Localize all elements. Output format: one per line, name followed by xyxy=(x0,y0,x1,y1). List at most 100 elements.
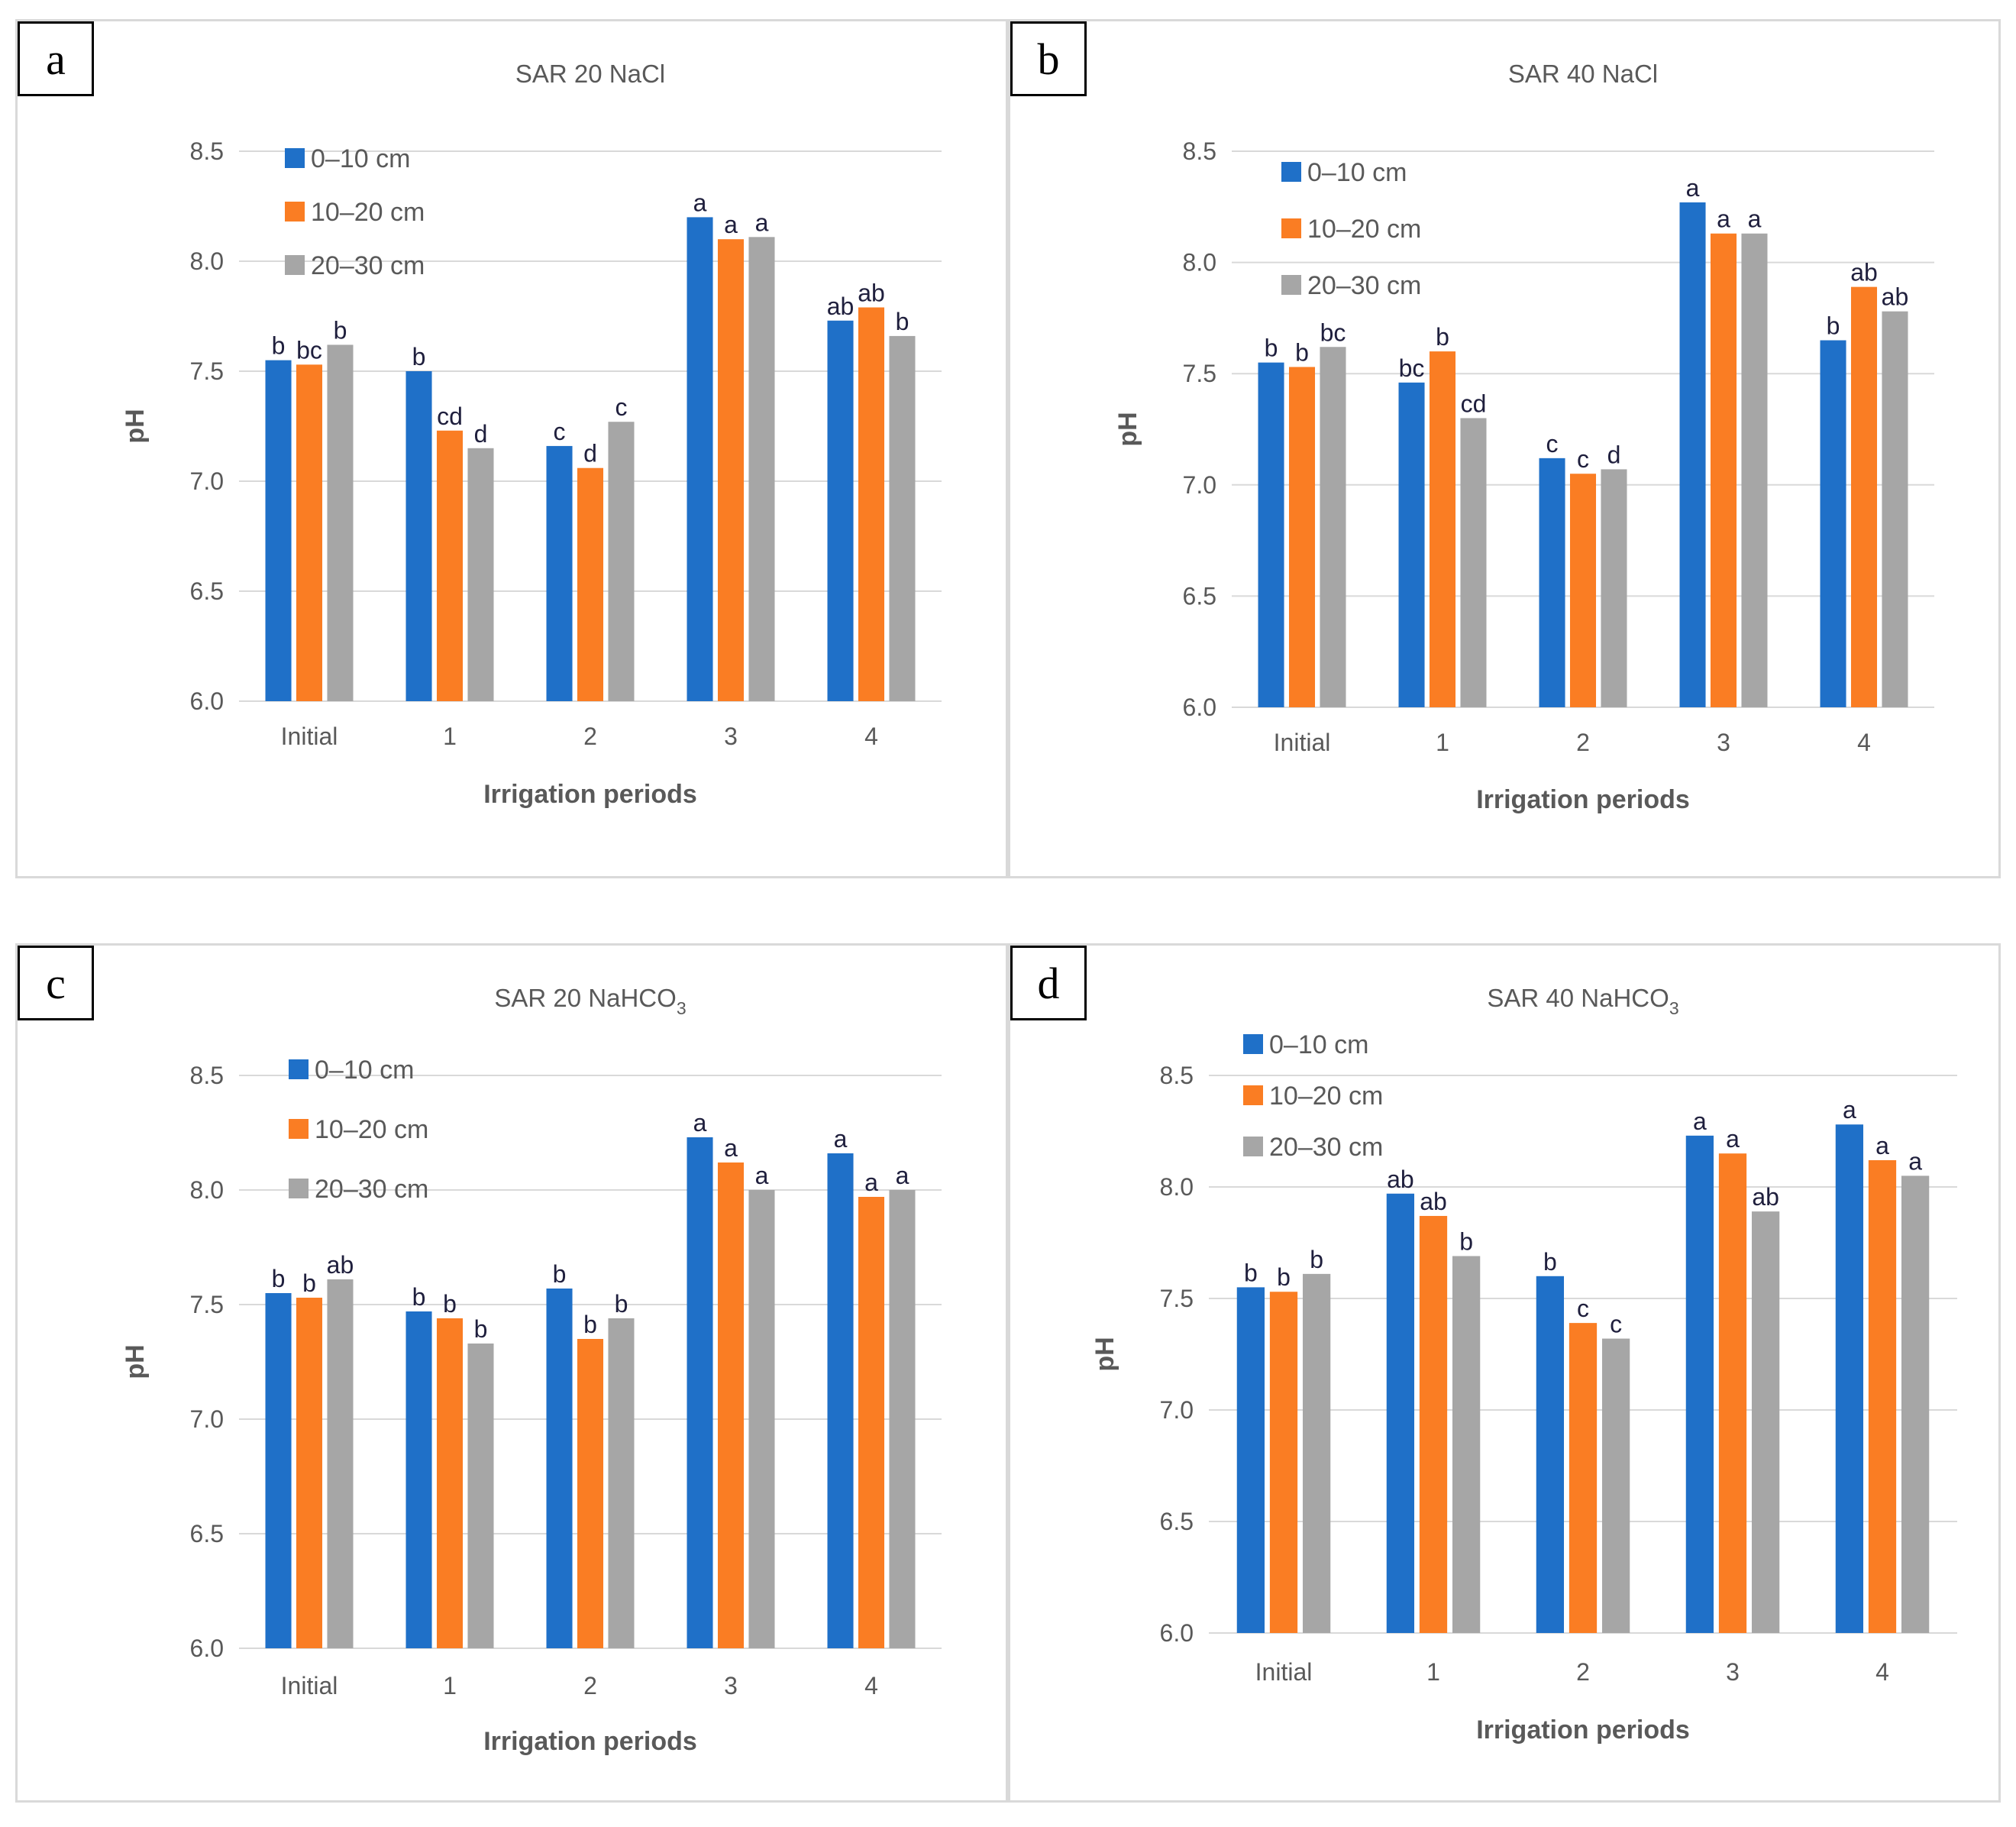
legend-swatch xyxy=(285,148,305,168)
legend-label: 0–10 cm xyxy=(1307,158,1407,187)
significance-letter: a xyxy=(1726,1125,1740,1153)
significance-letter: b xyxy=(1265,335,1278,362)
y-axis-title: pH xyxy=(1090,1337,1119,1371)
bar xyxy=(717,1162,745,1648)
bar xyxy=(1258,362,1284,707)
chart-title-main: SAR 20 NaHCO xyxy=(494,984,676,1012)
bar xyxy=(717,239,745,701)
chart-title-main: SAR 40 NaCl xyxy=(1508,60,1658,88)
legend-swatch xyxy=(285,202,305,222)
bar xyxy=(1820,340,1846,707)
significance-letter: c xyxy=(1546,430,1559,458)
y-tick-label: 8.0 xyxy=(190,247,224,275)
bar xyxy=(265,1293,292,1648)
bar xyxy=(1710,233,1737,707)
legend-label: 20–30 cm xyxy=(315,1175,428,1204)
y-tick-label: 8.5 xyxy=(190,137,224,165)
chart-title: SAR 40 NaHCO3 xyxy=(1487,984,1678,1018)
bar xyxy=(687,217,713,701)
significance-letter: ab xyxy=(858,279,885,306)
bar xyxy=(1850,286,1878,708)
panel-label: d xyxy=(1010,946,1087,1020)
bar xyxy=(1539,458,1565,707)
bar xyxy=(265,360,292,701)
bar xyxy=(405,1311,432,1648)
bar xyxy=(546,1289,573,1648)
legend-swatch xyxy=(289,1179,309,1198)
significance-letter: a xyxy=(724,1134,738,1162)
legend-label: 10–20 cm xyxy=(311,198,425,227)
chart-title-subscript: 3 xyxy=(1669,998,1679,1018)
significance-letter: d xyxy=(583,440,597,467)
significance-letter: b xyxy=(896,308,909,335)
panel-label: b xyxy=(1010,21,1087,96)
bar xyxy=(467,448,494,701)
significance-letter: b xyxy=(272,1265,286,1292)
bar xyxy=(405,371,432,701)
y-tick-label: 8.5 xyxy=(1183,137,1216,165)
significance-letter: b xyxy=(1436,323,1449,351)
x-axis-title: Irrigation periods xyxy=(1476,1715,1690,1745)
significance-letter: a xyxy=(755,209,769,236)
legend-swatch xyxy=(1243,1085,1263,1105)
significance-letter: a xyxy=(1908,1147,1922,1175)
y-axis-title: pH xyxy=(121,409,150,443)
significance-letter: ab xyxy=(827,293,855,320)
x-axis-title: Irrigation periods xyxy=(483,780,697,809)
significance-letter: b xyxy=(1277,1263,1291,1291)
y-tick-label: 6.5 xyxy=(190,577,224,605)
significance-letter: c xyxy=(554,418,566,445)
legend-label: 10–20 cm xyxy=(1307,215,1421,244)
legend-label: 20–30 cm xyxy=(1307,271,1421,300)
bar xyxy=(858,307,885,702)
significance-letter: a xyxy=(864,1169,878,1196)
y-tick-label: 7.0 xyxy=(1183,471,1216,499)
significance-letter: b xyxy=(1244,1259,1258,1286)
bar xyxy=(889,1190,916,1648)
legend-swatch xyxy=(289,1119,309,1139)
significance-letter: b xyxy=(474,1315,488,1343)
bar xyxy=(1269,1292,1298,1633)
bar xyxy=(827,1153,854,1648)
y-tick-label: 8.5 xyxy=(190,1062,224,1089)
x-tick-label: 2 xyxy=(1576,1658,1590,1686)
y-tick-label: 7.0 xyxy=(190,467,224,495)
significance-letter: ab xyxy=(1752,1183,1779,1211)
legend-label: 0–10 cm xyxy=(311,144,410,173)
bar xyxy=(1452,1256,1481,1633)
x-axis-title: Irrigation periods xyxy=(1476,785,1690,814)
bar xyxy=(1398,382,1425,707)
bar xyxy=(546,445,573,701)
significance-letter: bc xyxy=(1399,354,1425,382)
bar xyxy=(1419,1215,1448,1633)
significance-letter: a xyxy=(1693,1108,1707,1135)
significance-letter: ab xyxy=(1387,1166,1414,1193)
y-tick-label: 6.0 xyxy=(1183,694,1216,721)
significance-letter: b xyxy=(1543,1248,1557,1276)
bar xyxy=(327,344,354,701)
significance-letter: b xyxy=(615,1290,628,1318)
y-tick-label: 6.0 xyxy=(190,687,224,715)
significance-letter: b xyxy=(1459,1228,1473,1256)
bar xyxy=(1288,367,1316,707)
significance-letter: a xyxy=(1843,1096,1856,1124)
x-tick-label: 2 xyxy=(1576,729,1590,756)
bar xyxy=(1569,474,1597,707)
legend-swatch xyxy=(289,1059,309,1079)
bar xyxy=(467,1344,494,1648)
x-tick-label: 1 xyxy=(1436,729,1449,756)
chart-title-main: SAR 20 NaCl xyxy=(515,60,665,88)
significance-letter: b xyxy=(412,1283,426,1311)
x-tick-label: 1 xyxy=(1426,1658,1440,1686)
y-tick-label: 6.5 xyxy=(1183,582,1216,610)
bar xyxy=(1320,347,1346,707)
x-tick-label: Initial xyxy=(281,1672,338,1699)
significance-letter: bc xyxy=(1320,319,1346,346)
significance-letter: a xyxy=(896,1162,909,1189)
bar xyxy=(858,1197,885,1648)
x-tick-label: 4 xyxy=(1875,1658,1889,1686)
y-tick-label: 6.0 xyxy=(190,1635,224,1662)
significance-letter: b xyxy=(1827,312,1840,340)
y-tick-label: 7.5 xyxy=(1160,1285,1194,1312)
